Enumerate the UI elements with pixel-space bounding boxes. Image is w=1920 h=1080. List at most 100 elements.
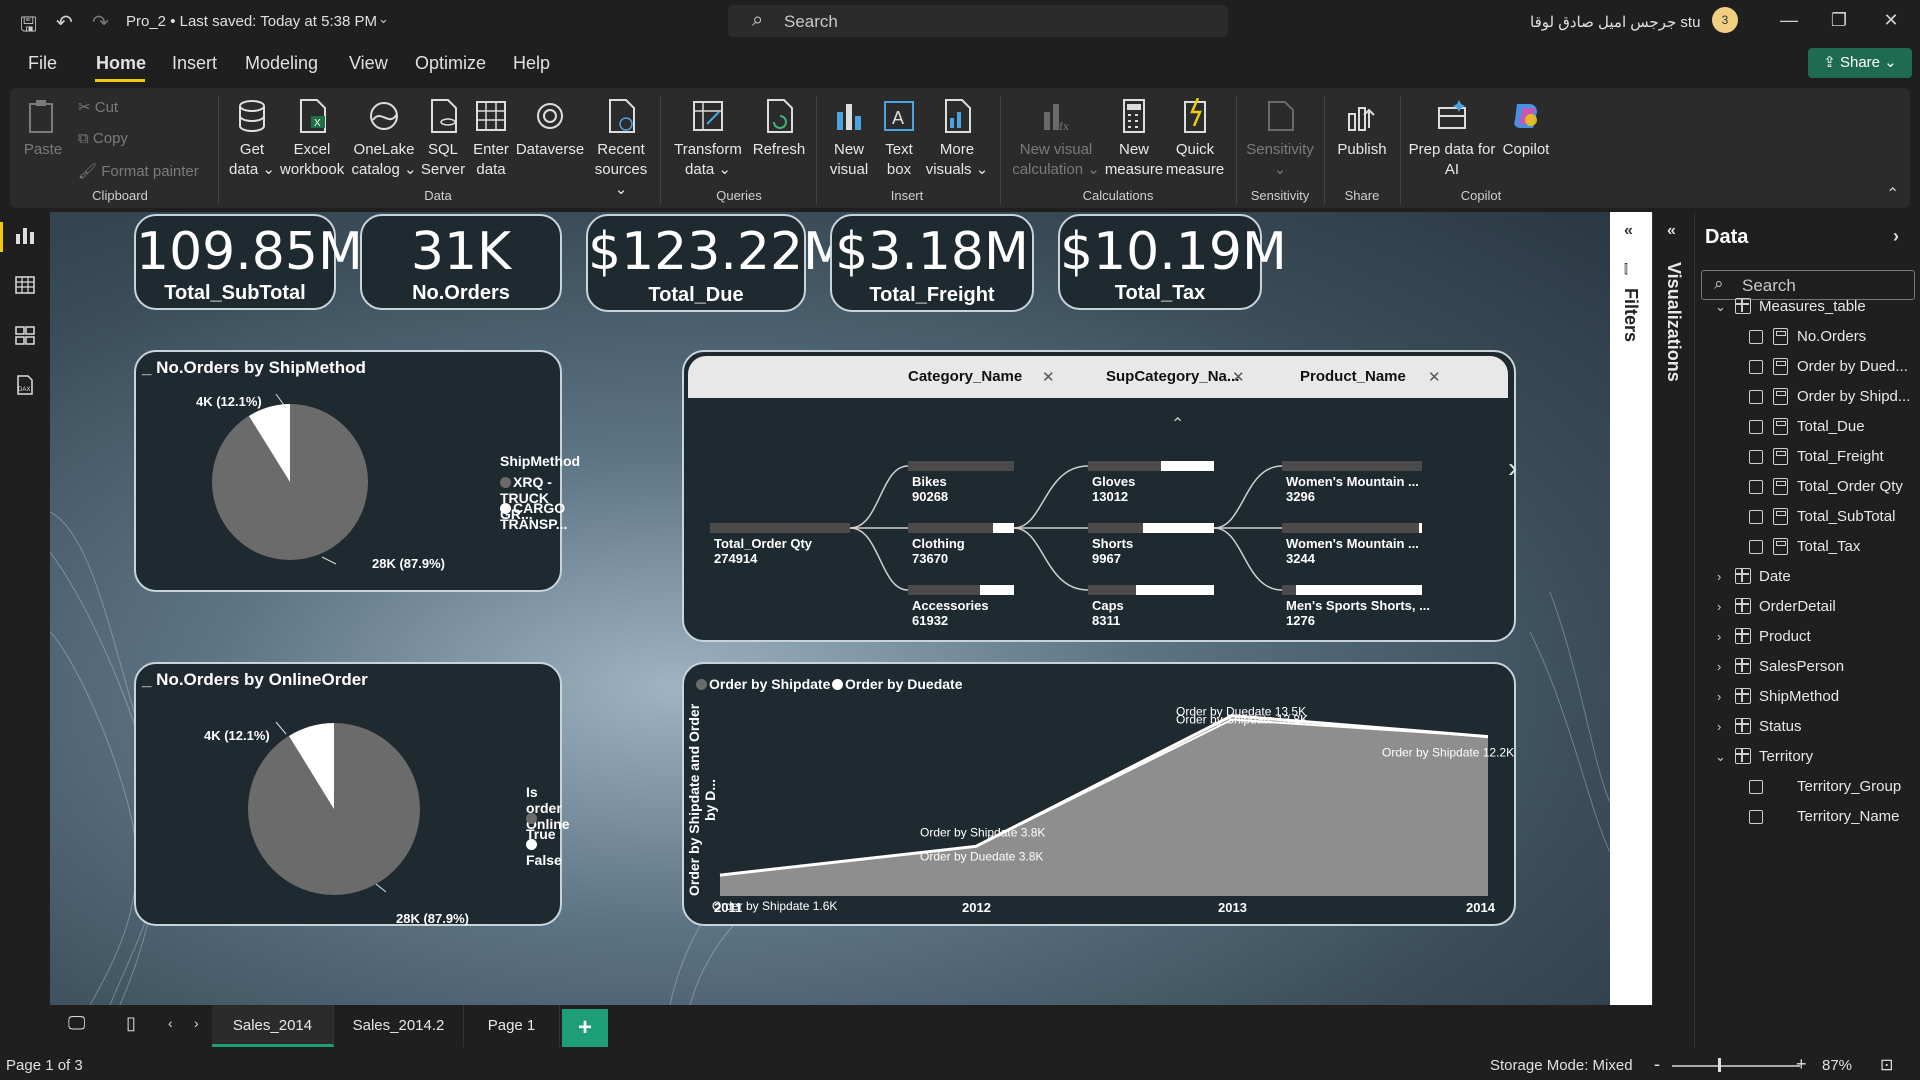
cut-button[interactable]: ✂ Cut — [78, 99, 119, 116]
transform-data-button[interactable]: Transform data ⌄ — [666, 98, 750, 180]
pie-chart-online-order[interactable]: _ No.Orders by OnlineOrder 4K (12.1%) 28… — [134, 662, 570, 926]
area-chart-orders[interactable]: Order by Shipdate Order by Duedate Order… — [682, 662, 1516, 926]
decomp-node-bar[interactable] — [908, 523, 1014, 533]
excel-workbook-button[interactable]: X Excel workbook — [280, 98, 344, 180]
tree-field[interactable]: Territory_Name — [1695, 804, 1920, 834]
new-visual-calculation-button[interactable]: fx New visual calculation ⌄ — [1006, 98, 1106, 180]
zoom-slider-thumb[interactable] — [1718, 1058, 1721, 1072]
save-icon[interactable]: 🖫 — [20, 14, 38, 36]
menu-home[interactable]: Home — [96, 53, 147, 73]
expand-visualizations-icon[interactable]: « — [1667, 222, 1676, 239]
remove-level-icon[interactable]: ✕ — [1042, 369, 1055, 386]
remove-level-icon[interactable]: ✕ — [1428, 369, 1441, 386]
legend-item[interactable]: CARGO TRANSP... — [500, 500, 568, 532]
field-checkbox[interactable] — [1749, 390, 1763, 404]
tree-field-measure[interactable]: Total_Tax — [1695, 534, 1920, 564]
mobile-layout-icon[interactable]: ▯ — [126, 1013, 136, 1033]
sql-server-button[interactable]: SQL Server — [418, 98, 468, 180]
decomp-node-bar[interactable] — [1282, 523, 1422, 533]
minimize-icon[interactable]: — — [1780, 10, 1798, 30]
refresh-button[interactable]: Refresh — [750, 98, 808, 160]
chevron-right-icon[interactable]: › — [1717, 569, 1722, 584]
text-box-button[interactable]: A Text box — [876, 98, 922, 180]
recent-sources-button[interactable]: Recent sources ⌄ — [588, 98, 654, 200]
zoom-out-icon[interactable]: - — [1654, 1054, 1660, 1074]
menu-insert[interactable]: Insert — [172, 53, 218, 73]
tree-field[interactable]: Territory_Group — [1695, 774, 1920, 804]
menu-modeling[interactable]: Modeling — [245, 53, 319, 73]
paste-button[interactable]: Paste — [20, 98, 66, 160]
filters-label[interactable]: Filters — [1621, 288, 1641, 343]
collapse-ribbon-icon[interactable]: ⌃ — [1886, 186, 1900, 203]
zoom-in-icon[interactable]: + — [1796, 1054, 1807, 1074]
page-tab-sales-2014-2[interactable]: Sales_2014.2 — [334, 1005, 464, 1047]
kpi-card-total-subtotal[interactable]: 109.85M Total_SubTotal — [134, 214, 363, 310]
publish-button[interactable]: Publish — [1330, 98, 1394, 160]
decomp-node-bar[interactable] — [908, 461, 1014, 471]
prep-data-for-ai-button[interactable]: Prep data for AI — [1406, 98, 1498, 180]
chevron-right-icon[interactable]: › — [1717, 599, 1722, 614]
more-visuals-button[interactable]: More visuals ⌄ — [922, 98, 992, 180]
copy-button[interactable]: ⧉ Copy — [78, 130, 128, 147]
file-title[interactable]: Pro_2 • Last saved: Today at 5:38 PM — [126, 13, 377, 30]
sensitivity-button[interactable]: Sensitivity ⌄ — [1242, 98, 1318, 180]
field-checkbox[interactable] — [1749, 780, 1763, 794]
tree-field-measure[interactable]: No.Orders — [1695, 324, 1920, 354]
chevron-down-icon[interactable]: ⌄ — [378, 11, 389, 26]
tree-table[interactable]: › Product — [1695, 624, 1920, 654]
add-page-button[interactable]: + — [562, 1009, 608, 1047]
legend-item[interactable]: False — [526, 836, 562, 868]
tree-table-measures[interactable]: ⌄ Measures_table — [1695, 294, 1920, 324]
chevron-right-icon[interactable]: › — [1717, 719, 1722, 734]
tree-table[interactable]: › SalesPerson — [1695, 654, 1920, 684]
field-checkbox[interactable] — [1749, 420, 1763, 434]
decomp-level-header[interactable]: SupCategory_Na... — [1106, 368, 1240, 385]
menu-view[interactable]: View — [349, 53, 388, 73]
decomp-root-bar[interactable] — [710, 523, 850, 533]
field-checkbox[interactable] — [1749, 810, 1763, 824]
menu-optimize[interactable]: Optimize — [415, 53, 487, 73]
legend-item[interactable]: Order by Shipdate — [696, 676, 830, 692]
get-data-button[interactable]: Get data ⌄ — [222, 98, 282, 180]
close-icon[interactable]: ✕ — [1883, 10, 1899, 30]
chevron-down-icon[interactable]: ⌄ — [1715, 749, 1726, 764]
decomp-node-bar[interactable] — [1282, 461, 1422, 471]
chevron-right-icon[interactable]: › — [1717, 689, 1722, 704]
quick-measure-button[interactable]: Quick measure — [1160, 98, 1230, 180]
decomp-node-bar[interactable] — [908, 585, 1014, 595]
tree-table[interactable]: › OrderDetail — [1695, 594, 1920, 624]
share-button[interactable]: ⇪ Share ⌄ — [1808, 48, 1912, 78]
decomp-level-header[interactable]: Product_Name — [1300, 368, 1406, 385]
chevron-down-icon[interactable]: ⌄ — [1715, 299, 1726, 314]
copilot-button[interactable]: Copilot — [1496, 98, 1556, 160]
scroll-up-icon[interactable]: ⌃ — [1171, 416, 1185, 433]
page-tab-sales-2014[interactable]: Sales_2014 — [212, 1005, 334, 1047]
kpi-card-total-tax[interactable]: $10.19M Total_Tax — [1058, 214, 1287, 310]
tree-field-measure[interactable]: Total_SubTotal — [1695, 504, 1920, 534]
tree-field-measure[interactable]: Order by Dued... — [1695, 354, 1920, 384]
prev-page-icon[interactable]: ‹ — [168, 1015, 173, 1031]
tree-table[interactable]: › ShipMethod — [1695, 684, 1920, 714]
expand-filters-icon[interactable]: « — [1624, 222, 1633, 239]
visualizations-label[interactable]: Visualizations — [1664, 262, 1684, 382]
page-tab-page-1[interactable]: Page 1 — [464, 1005, 560, 1047]
decomp-level-header[interactable]: Category_Name — [908, 368, 1023, 385]
visualizations-pane[interactable]: « Visualizations — [1652, 212, 1694, 1047]
decomp-node-bar[interactable] — [1088, 461, 1214, 471]
legend-item[interactable]: True — [526, 810, 560, 842]
field-checkbox[interactable] — [1749, 450, 1763, 464]
remove-level-icon[interactable]: ✕ — [1232, 369, 1245, 386]
fit-to-page-icon[interactable]: ⊡ — [1880, 1057, 1894, 1074]
tree-field-measure[interactable]: Order by Shipd... — [1695, 384, 1920, 414]
format-painter-button[interactable]: 🖌 Format painter — [78, 163, 199, 180]
field-checkbox[interactable] — [1749, 480, 1763, 494]
tree-table-territory[interactable]: ⌄ Territory — [1695, 744, 1920, 774]
dataverse-button[interactable]: Dataverse — [512, 98, 588, 160]
collapse-data-icon[interactable]: › — [1893, 226, 1899, 246]
kpi-card-total-due[interactable]: $123.22M Total_Due — [586, 214, 848, 312]
tree-table[interactable]: › Status — [1695, 714, 1920, 744]
undo-icon[interactable]: ↶ — [56, 12, 73, 34]
new-visual-button[interactable]: New visual — [822, 98, 876, 180]
field-checkbox[interactable] — [1749, 510, 1763, 524]
legend-item[interactable]: Order by Duedate — [832, 676, 962, 692]
